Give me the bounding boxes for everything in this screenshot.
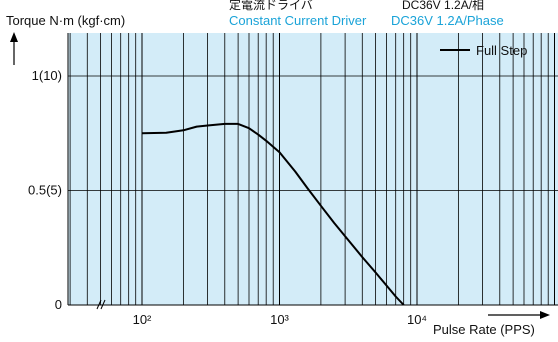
driver-type-en: Constant Current Driver xyxy=(229,13,367,28)
series-line-full-step xyxy=(141,122,405,306)
x-axis-break-mark-2 xyxy=(100,299,106,310)
legend: Full Step xyxy=(440,43,527,58)
axes xyxy=(67,33,558,310)
y-tick-label: 1(10) xyxy=(32,68,62,83)
x-axis-title: Pulse Rate (PPS) xyxy=(433,322,535,337)
x-axis-arrow-head xyxy=(540,311,550,319)
x-axis-break-mark xyxy=(96,299,102,310)
x-tick-label: 10³ xyxy=(270,312,289,327)
y-axis-arrow-head xyxy=(10,32,18,42)
legend-label-full-step: Full Step xyxy=(476,43,527,58)
plot-background xyxy=(68,33,558,305)
driver-spec-en: DC36V 1.2A/Phase xyxy=(391,13,504,28)
driver-spec-jp: DC36V 1.2A/相 xyxy=(402,0,484,12)
driver-type-jp: 定電流ドライバ xyxy=(229,0,313,12)
x-tick-label: 10² xyxy=(133,312,152,327)
y-tick-label: 0.5(5) xyxy=(28,183,62,198)
x-tick-label: 10⁴ xyxy=(407,312,427,327)
y-tick-label: 0 xyxy=(55,297,62,312)
series-layer xyxy=(141,122,405,306)
grid-lines xyxy=(68,33,558,305)
y-axis-title: Torque N·m (kgf·cm) xyxy=(6,13,125,28)
tick-labels: 0 0.5(5) 1(10) 10² 10³ 10⁴ xyxy=(28,68,427,327)
